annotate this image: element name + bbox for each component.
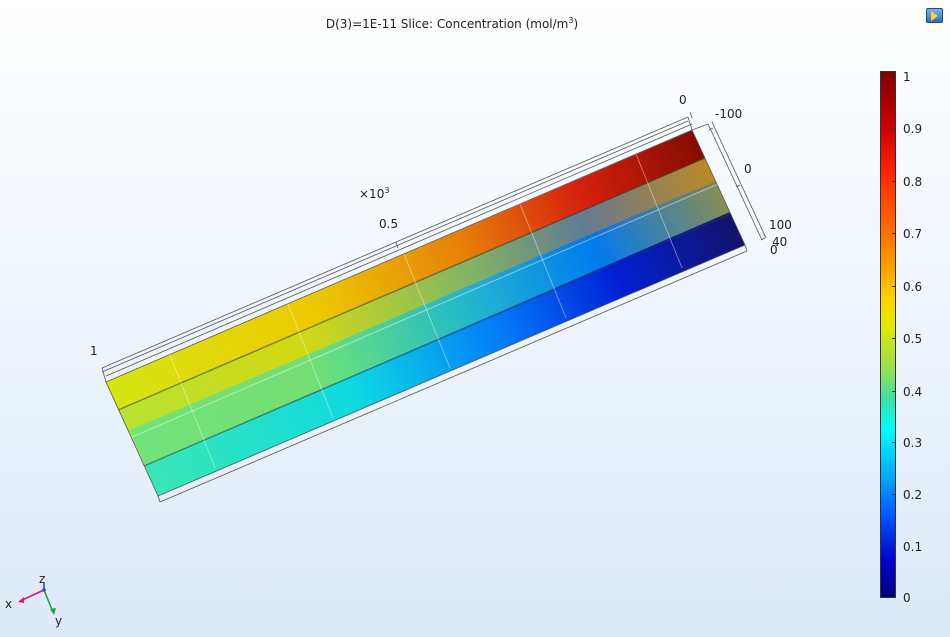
colorbar-tick bbox=[892, 494, 896, 495]
colorbar-tick bbox=[892, 286, 896, 287]
colorbar-label-0-2: 0.2 bbox=[903, 488, 923, 502]
x-arrow-head bbox=[18, 597, 24, 603]
y-axis-label: y bbox=[55, 614, 62, 628]
length-multiplier-exp: 3 bbox=[384, 186, 389, 195]
axis-labels: 0 0.5 1 ×103 -100 0 100 40 0 bbox=[90, 93, 792, 358]
colorbar-label-0-7: 0.7 bbox=[903, 227, 923, 241]
colorbar-tick bbox=[892, 128, 896, 129]
height-tick-40: 40 bbox=[772, 235, 787, 249]
concentration-slice bbox=[105, 129, 745, 496]
colorbar-label-1: 1 bbox=[903, 70, 911, 84]
title-prefix: D(3)=1E-11 Slice: Concentration (mol/m bbox=[325, 17, 569, 31]
colorbar-tick bbox=[892, 233, 896, 234]
colorbar-tick bbox=[892, 442, 896, 443]
colorbar-label-0: 0 bbox=[903, 591, 911, 605]
bounding-box bbox=[101, 116, 767, 503]
y-arrow-head bbox=[50, 608, 56, 615]
colorbar-label-0-5: 0.5 bbox=[903, 332, 923, 346]
width-tick-0: 0 bbox=[744, 162, 752, 176]
colorbar-label-0-4: 0.4 bbox=[903, 385, 923, 399]
colorbar-tick bbox=[892, 391, 896, 392]
colorbar-label-0-1: 0.1 bbox=[903, 540, 923, 554]
title-suffix: ) bbox=[573, 17, 579, 31]
colorbar bbox=[880, 71, 896, 598]
length-multiplier-base: ×10 bbox=[359, 187, 384, 201]
title-exponent: 3 bbox=[568, 16, 574, 25]
x-axis-label: x bbox=[5, 597, 12, 611]
plot-title: D(3)=1E-11 Slice: Concentration (mol/m3) bbox=[0, 16, 904, 31]
colorbar-label-0-9: 0.9 bbox=[903, 122, 923, 136]
width-tick-neg100: -100 bbox=[715, 107, 742, 121]
length-multiplier: ×103 bbox=[359, 186, 389, 201]
length-tick-0-5: 0.5 bbox=[379, 217, 398, 231]
colorbar-tick bbox=[892, 181, 896, 182]
colorbar-tick bbox=[892, 546, 896, 547]
play-icon bbox=[931, 11, 938, 21]
z-axis-label: z bbox=[39, 572, 45, 586]
axis-orientation-triad: x y z bbox=[5, 572, 62, 628]
colorbar-tick bbox=[892, 338, 896, 339]
y-axis-arrow bbox=[43, 589, 54, 613]
colorbar-label-0-8: 0.8 bbox=[903, 175, 923, 189]
triad-origin bbox=[42, 588, 46, 592]
plot-canvas[interactable]: 0 0.5 1 ×103 -100 0 100 40 0 bbox=[0, 0, 870, 560]
axis-ticks bbox=[395, 111, 766, 249]
width-tick-100: 100 bbox=[769, 218, 792, 232]
colorbar-label-0-3: 0.3 bbox=[903, 436, 923, 450]
export-button[interactable] bbox=[926, 8, 943, 23]
length-tick-1: 1 bbox=[90, 344, 98, 358]
height-tick-0: 0 bbox=[770, 243, 778, 257]
length-tick-0: 0 bbox=[679, 93, 687, 107]
colorbar-label-0-6: 0.6 bbox=[903, 280, 923, 294]
